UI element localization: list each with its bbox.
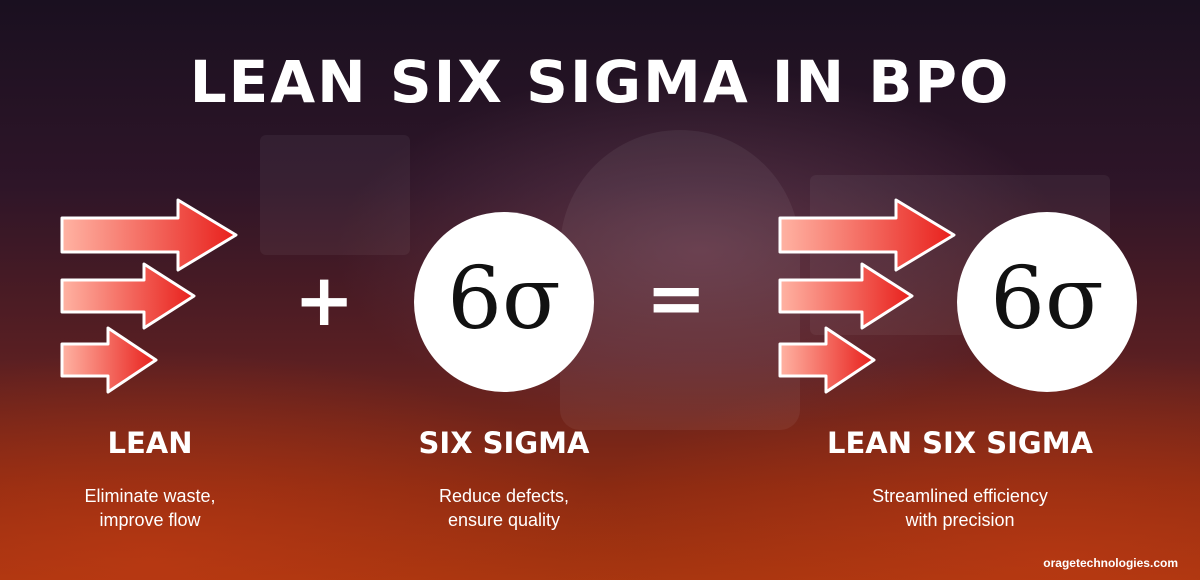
page-title: LEAN SIX SIGMA IN BPO (189, 48, 1011, 116)
description-line: Streamlined efficiency (872, 486, 1048, 506)
lean-label: LEAN (107, 426, 193, 460)
arrows-icon (58, 198, 242, 398)
six-sigma-icon: 6σ (414, 212, 594, 392)
six-sigma-symbol: 6σ (447, 249, 561, 349)
lean-description: Eliminate waste, improve flow (40, 484, 260, 532)
lean-six-sigma-description: Streamlined efficiency with precision (830, 484, 1090, 532)
website-link[interactable]: oragetechnologies.com (1043, 556, 1178, 570)
background-monitor (260, 135, 410, 255)
six-sigma-label: SIX SIGMA (418, 426, 590, 460)
description-line: ensure quality (447, 510, 561, 530)
description-line: Reduce defects, (438, 486, 570, 506)
six-sigma-icon: 6σ (957, 212, 1137, 392)
description-line: with precision (905, 510, 1015, 530)
six-sigma-symbol: 6σ (990, 249, 1104, 349)
six-sigma-description: Reduce defects, ensure quality (394, 484, 614, 532)
plus-sign: + (294, 258, 355, 342)
description-line: Eliminate waste, (84, 486, 216, 506)
description-line: improve flow (99, 510, 201, 530)
lean-six-sigma-label: LEAN SIX SIGMA (826, 426, 1093, 460)
equals-sign: = (646, 256, 707, 340)
arrows-icon (776, 198, 960, 398)
background-person (560, 130, 800, 430)
